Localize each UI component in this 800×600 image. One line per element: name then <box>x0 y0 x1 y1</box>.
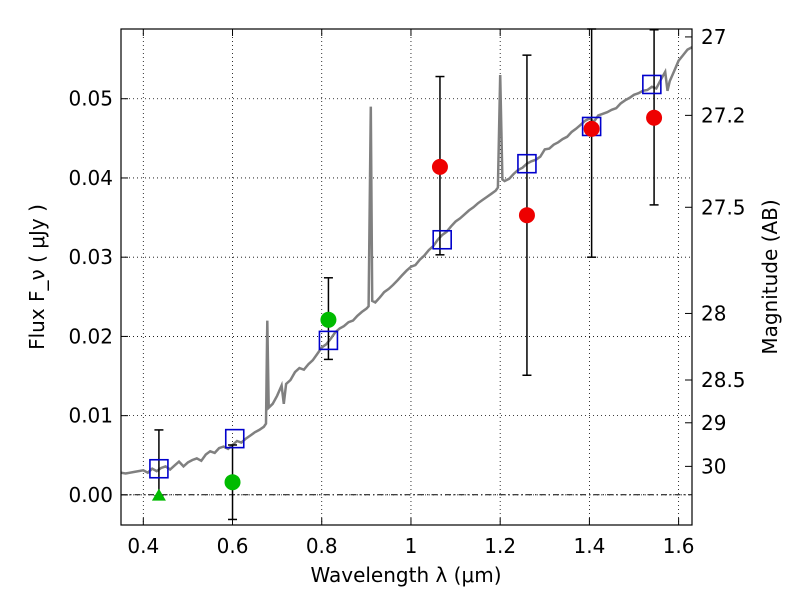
y2-tick-label: 29 <box>701 411 726 435</box>
axis-ticks: 0.4 0.6 0.8 1 1.2 1.4 1.6 0.00 0.01 0.02 0.03 0.04 0… <box>68 25 745 558</box>
y2-axis-label: Magnitude (AB) <box>758 199 782 354</box>
plot-frame <box>120 28 693 526</box>
model-photometry-square <box>149 458 169 479</box>
x-tick-label: 0.4 <box>127 534 159 558</box>
model-photometry-square <box>224 428 245 449</box>
y-tick-label: 0.03 <box>68 245 113 269</box>
y2-tick-label: 27 <box>701 25 726 49</box>
y2-tick-label: 30 <box>701 454 726 478</box>
y2-tick-label: 27.5 <box>701 195 746 219</box>
y-tick-label: 0.04 <box>68 166 113 190</box>
red-photometry-point <box>646 109 663 126</box>
y-tick-label: 0.00 <box>68 483 113 507</box>
x-tick-label: 1.4 <box>573 534 605 558</box>
green-upper-limit-triangle <box>151 488 166 501</box>
y2-tick-label: 28.5 <box>701 368 746 392</box>
grid-lines <box>121 29 692 525</box>
x-tick-label: 1.2 <box>484 534 516 558</box>
x-tick-label: 0.8 <box>306 534 338 558</box>
green-photometry-point <box>320 311 337 328</box>
red-photometry-point <box>431 158 448 175</box>
green-photometry-point <box>224 474 241 491</box>
y2-tick-label: 28 <box>701 301 726 325</box>
y2-tick-label: 27.2 <box>701 103 746 127</box>
model-photometry-square <box>432 229 452 250</box>
x-tick-label: 0.6 <box>217 534 249 558</box>
y-tick-label: 0.02 <box>68 324 113 348</box>
y-axis-label: Flux F_ν ( μJy ) <box>25 204 49 350</box>
marker-layer <box>149 28 663 521</box>
y-tick-label: 0.05 <box>68 87 113 111</box>
model-photometry-square <box>642 74 662 95</box>
x-tick-label: 1 <box>405 534 418 558</box>
model-photometry-square <box>318 330 339 351</box>
red-photometry-point <box>518 207 535 224</box>
x-tick-label: 1.6 <box>663 534 695 558</box>
y-tick-label: 0.01 <box>68 404 113 428</box>
x-axis-label: Wavelength λ (μm) <box>310 563 501 587</box>
model-photometry-square <box>517 153 537 174</box>
red-photometry-point <box>583 120 600 137</box>
plot-background <box>121 29 692 525</box>
